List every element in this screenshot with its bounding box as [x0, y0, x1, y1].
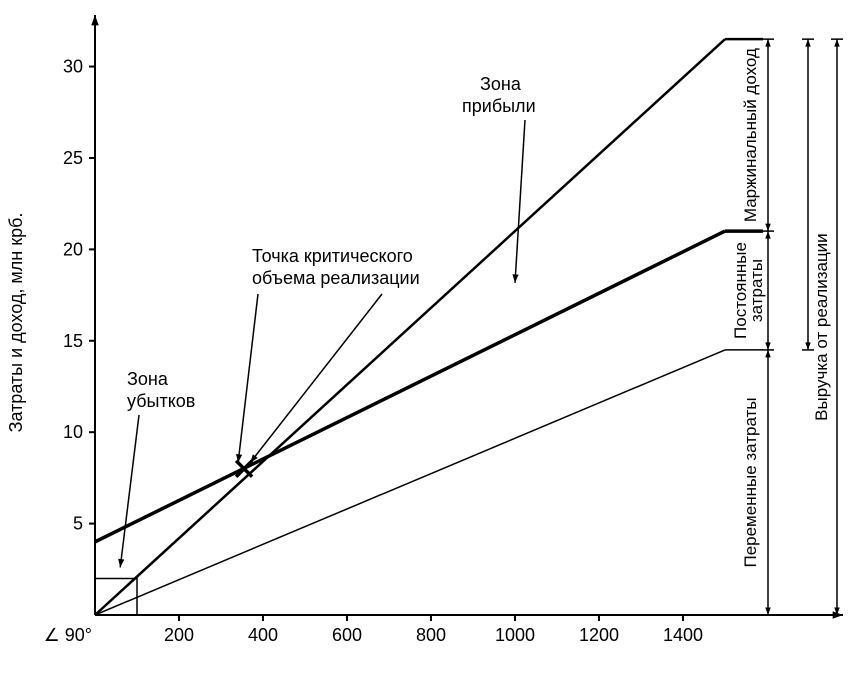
loss-zone-arrow [120, 415, 139, 567]
y-tick-label: 10 [63, 422, 83, 442]
crit-arrow [238, 294, 258, 463]
arrowhead [765, 350, 770, 358]
x-tick-label: 600 [332, 625, 362, 645]
crit-arrow [250, 294, 382, 463]
crit-point-label: Точка критического [252, 246, 413, 266]
revenue-line [95, 39, 725, 615]
arrowhead [765, 607, 770, 615]
profit-zone-label: Зона [480, 74, 522, 94]
variable-costs-label: Переменные затраты [741, 397, 760, 567]
arrowhead [765, 342, 770, 350]
y-axis-title: Затраты и доход, млн крб. [6, 213, 26, 433]
profit-zone-label: прибыли [462, 96, 536, 116]
marginal-income-label: Маржинальный доход [741, 48, 760, 222]
x-tick-label: 1200 [579, 625, 619, 645]
y-tick-label: 20 [63, 239, 83, 259]
x-tick-label: 1400 [663, 625, 703, 645]
arrowhead [118, 559, 124, 568]
variable-cost-line [95, 350, 725, 615]
y-tick-label: 5 [73, 514, 83, 534]
arrowhead [765, 39, 770, 47]
arrowhead [91, 15, 99, 25]
arrowhead [834, 39, 839, 47]
x-tick-label: 200 [164, 625, 194, 645]
arrowhead [805, 342, 810, 350]
x-tick-label: 400 [248, 625, 278, 645]
loss-zone-label: Зона [127, 369, 169, 389]
crit-point-label: объема реализации [252, 268, 420, 288]
arrowhead [765, 231, 770, 239]
y-tick-label: 30 [63, 57, 83, 77]
x-tick-label: 800 [416, 625, 446, 645]
arrowhead [765, 224, 770, 232]
loss-zone-label: убытков [127, 391, 195, 411]
fixed-costs-label: затраты [747, 259, 766, 322]
arrowhead [512, 274, 518, 283]
angle-label: ∠ 90° [44, 625, 92, 645]
arrowhead [805, 39, 810, 47]
y-tick-label: 15 [63, 331, 83, 351]
y-tick-label: 25 [63, 148, 83, 168]
x-tick-label: 1000 [495, 625, 535, 645]
profit-zone-arrow [515, 120, 525, 283]
sales-revenue-label: Выручка от реализации [812, 233, 831, 421]
